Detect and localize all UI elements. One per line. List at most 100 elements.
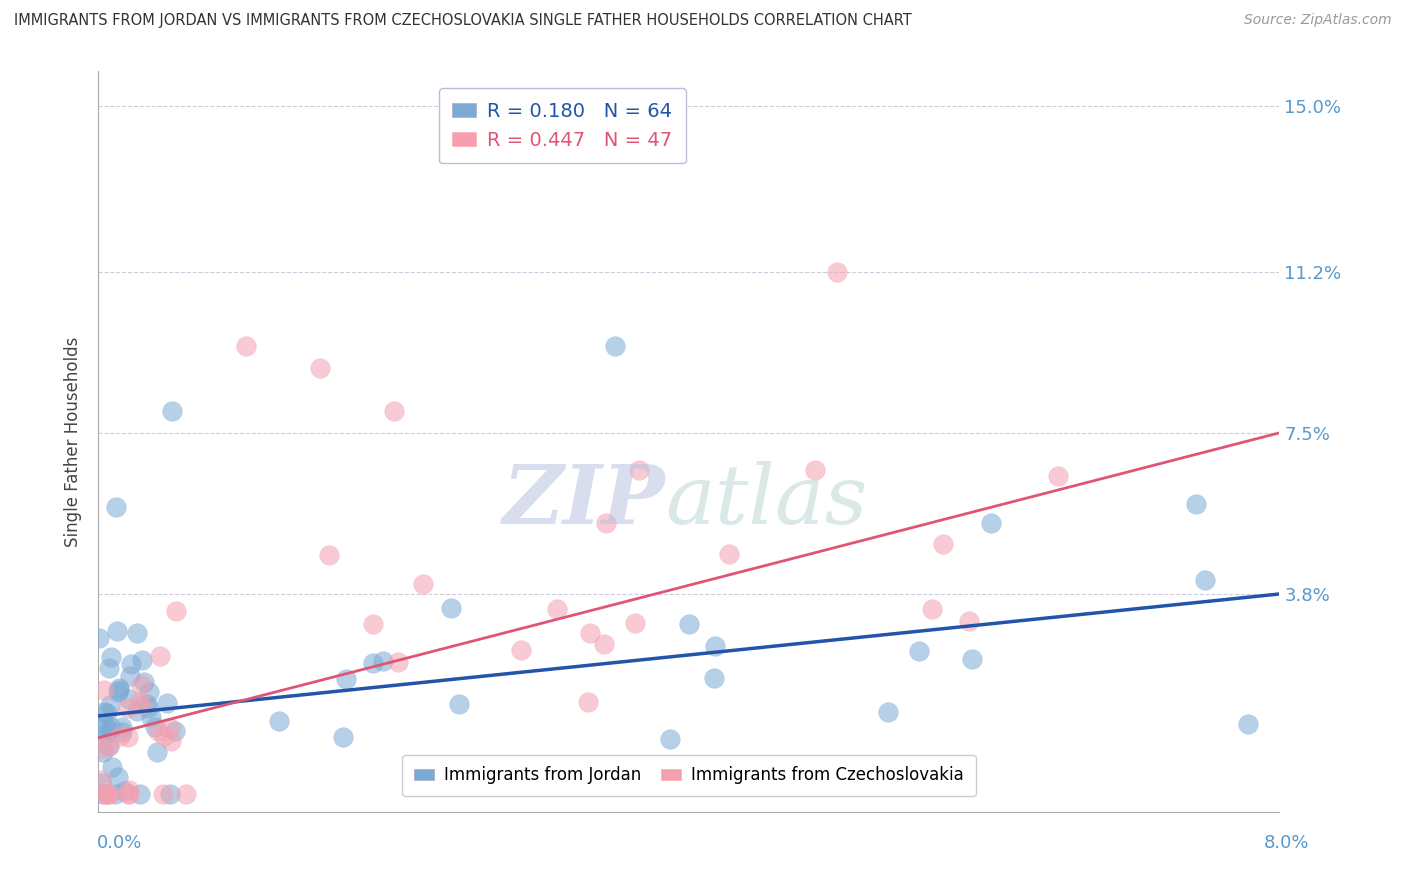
Point: [146, 745, 169, 759]
Point: [131, 653, 153, 667]
Point: [107, 685, 129, 699]
Point: [162, 404, 183, 418]
Point: [100, 721, 122, 735]
Text: IMMIGRANTS FROM JORDAN VS IMMIGRANTS FROM CZECHOSLOVAKIA SINGLE FATHER HOUSEHOLD: IMMIGRANTS FROM JORDAN VS IMMIGRANTS FRO…: [14, 13, 912, 29]
Point: [877, 705, 900, 719]
Point: [361, 657, 384, 671]
Point: [138, 685, 160, 699]
Point: [97, 738, 120, 752]
Point: [101, 760, 124, 774]
Point: [93, 741, 115, 756]
Text: Source: ZipAtlas.com: Source: ZipAtlas.com: [1244, 13, 1392, 28]
Point: [387, 655, 409, 669]
Point: [118, 692, 141, 706]
Point: [382, 404, 405, 418]
Point: [373, 654, 395, 668]
Point: [96, 706, 118, 720]
Text: 0.0%: 0.0%: [97, 834, 142, 852]
Point: [105, 624, 128, 638]
Point: [104, 787, 127, 801]
Point: [117, 701, 139, 715]
Point: [363, 617, 385, 632]
Point: [440, 601, 463, 615]
Point: [619, 759, 641, 773]
Point: [156, 696, 179, 710]
Point: [90, 775, 112, 789]
Point: [94, 727, 117, 741]
Point: [412, 576, 434, 591]
Point: [90, 773, 112, 788]
Point: [980, 516, 1002, 531]
Point: [108, 681, 131, 696]
Point: [165, 604, 187, 618]
Point: [624, 615, 647, 630]
Point: [127, 704, 149, 718]
Point: [118, 787, 141, 801]
Point: [957, 614, 980, 628]
Point: [97, 787, 120, 801]
Point: [309, 360, 332, 375]
Point: [149, 648, 172, 663]
Point: [136, 697, 159, 711]
Point: [129, 787, 152, 801]
Point: [332, 731, 354, 745]
Point: [932, 537, 955, 551]
Point: [546, 602, 568, 616]
Point: [1237, 717, 1260, 731]
Point: [163, 724, 186, 739]
Point: [97, 661, 120, 675]
Point: [91, 787, 114, 801]
Point: [447, 697, 470, 711]
Point: [962, 652, 984, 666]
Point: [139, 710, 162, 724]
Point: [152, 787, 174, 801]
Point: [1046, 469, 1070, 483]
Point: [118, 669, 141, 683]
Point: [93, 683, 115, 698]
Point: [717, 547, 740, 561]
Point: [98, 723, 121, 738]
Point: [678, 617, 700, 632]
Point: [108, 682, 131, 697]
Point: [94, 787, 117, 801]
Point: [117, 731, 139, 745]
Point: [335, 673, 357, 687]
Point: [825, 265, 848, 279]
Text: ZIP: ZIP: [503, 461, 665, 541]
Point: [132, 674, 155, 689]
Point: [318, 548, 340, 562]
Point: [112, 784, 135, 798]
Point: [97, 739, 120, 753]
Point: [100, 650, 122, 665]
Point: [143, 720, 166, 734]
Point: [703, 671, 725, 685]
Point: [908, 644, 931, 658]
Point: [235, 339, 257, 353]
Point: [148, 724, 170, 739]
Point: [160, 733, 183, 747]
Point: [111, 720, 134, 734]
Point: [117, 782, 139, 797]
Point: [267, 714, 290, 729]
Point: [129, 677, 152, 691]
Point: [89, 631, 111, 645]
Point: [704, 639, 727, 653]
Point: [1185, 496, 1208, 510]
Legend: Immigrants from Jordan, Immigrants from Czechoslovakia: Immigrants from Jordan, Immigrants from …: [402, 755, 976, 796]
Point: [159, 787, 181, 801]
Point: [593, 637, 616, 651]
Point: [153, 729, 176, 743]
Point: [91, 745, 114, 759]
Point: [605, 339, 627, 353]
Point: [93, 705, 115, 719]
Point: [107, 770, 129, 784]
Point: [921, 602, 943, 616]
Point: [659, 731, 682, 746]
Point: [94, 718, 117, 732]
Point: [125, 625, 148, 640]
Point: [174, 787, 197, 801]
Point: [97, 787, 120, 801]
Y-axis label: Single Father Households: Single Father Households: [65, 336, 83, 547]
Point: [628, 463, 651, 477]
Point: [100, 698, 122, 712]
